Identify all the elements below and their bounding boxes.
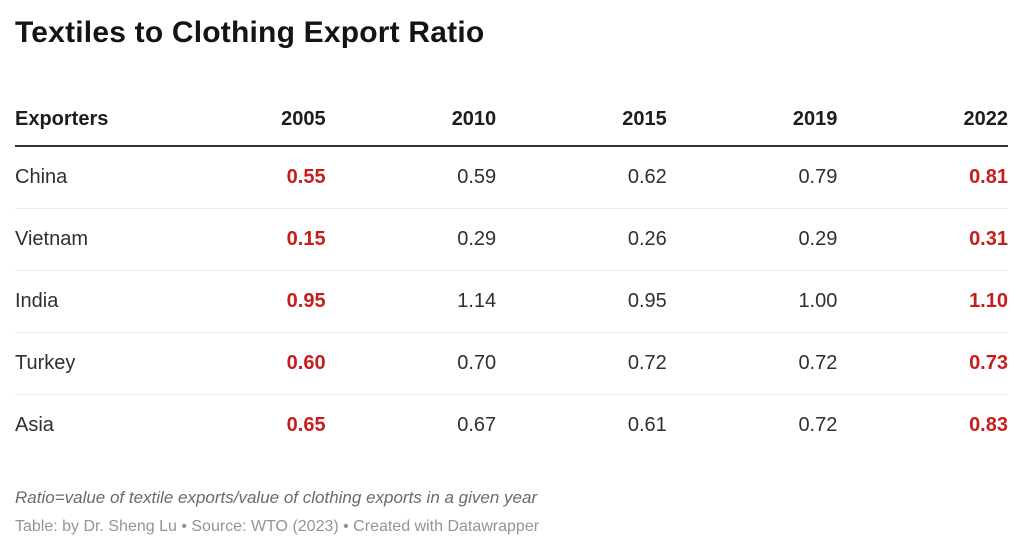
table-row-turkey: Turkey 0.60 0.70 0.72 0.72 0.73	[15, 332, 1008, 395]
row-label: Turkey	[15, 332, 155, 395]
cell-highlighted: 0.65	[286, 414, 326, 436]
column-header-exporters: Exporters	[15, 94, 155, 147]
column-header-2015: 2015	[496, 94, 667, 147]
table-row-vietnam: Vietnam 0.15 0.29 0.26 0.29 0.31	[15, 208, 1008, 271]
cell: 0.72	[798, 414, 838, 436]
column-header-2022: 2022	[837, 94, 1008, 147]
row-label: China	[15, 146, 155, 209]
cell: 0.62	[496, 146, 667, 209]
cell: 0.29	[666, 208, 838, 271]
row-label: Vietnam	[15, 208, 155, 271]
row-label: Asia	[15, 414, 54, 436]
cell: 0.72	[666, 332, 838, 395]
cell-highlighted: 0.83	[969, 414, 1008, 436]
cell-highlighted: 0.73	[837, 332, 1008, 395]
export-ratio-table: Exporters 2005 2010 2015 2019 2022 China…	[15, 94, 1008, 456]
column-header-2019: 2019	[666, 94, 838, 147]
header-row: Exporters 2005 2010 2015 2019 2022	[15, 94, 1008, 147]
column-header-2005: 2005	[155, 94, 326, 147]
attribution: Table: by Dr. Sheng Lu • Source: WTO (20…	[15, 518, 540, 535]
cell-highlighted: 0.31	[837, 208, 1008, 271]
footnote: Ratio=value of textile exports/value of …	[15, 488, 538, 507]
cell-highlighted: 0.95	[155, 270, 326, 333]
page-title: Textiles to Clothing Export Ratio	[15, 16, 485, 49]
cell: 0.59	[325, 146, 497, 209]
cell: 0.29	[325, 208, 497, 271]
cell: 0.67	[457, 414, 497, 436]
cell-highlighted: 0.81	[837, 146, 1008, 209]
cell-highlighted: 0.60	[155, 332, 326, 395]
column-header-2010: 2010	[325, 94, 497, 147]
cell-highlighted: 1.10	[837, 270, 1008, 333]
cell: 0.61	[627, 414, 667, 436]
table-row-asia: Asia 0.65 0.67 0.61 0.72 0.83	[15, 395, 1008, 457]
cell: 0.79	[666, 146, 838, 209]
table-row-india: India 0.95 1.14 0.95 1.00 1.10	[15, 270, 1008, 333]
cell: 0.95	[496, 270, 667, 333]
cell-highlighted: 0.55	[155, 146, 326, 209]
table-row-china: China 0.55 0.59 0.62 0.79 0.81	[15, 146, 1008, 209]
cell: 1.14	[325, 270, 497, 333]
cell: 0.70	[325, 332, 497, 395]
cell: 1.00	[666, 270, 838, 333]
cell-highlighted: 0.15	[155, 208, 326, 271]
row-label: India	[15, 270, 155, 333]
cell: 0.26	[496, 208, 667, 271]
cell: 0.72	[496, 332, 667, 395]
